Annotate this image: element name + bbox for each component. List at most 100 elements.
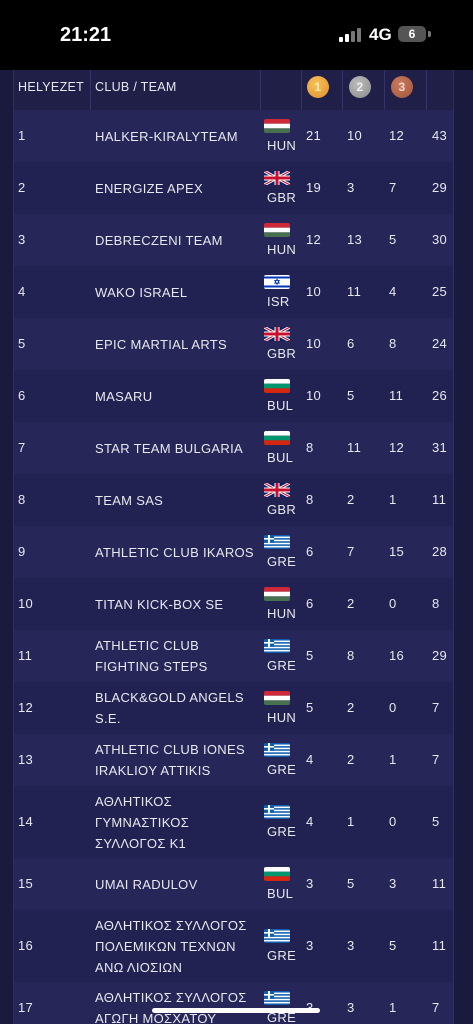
row-total-count: 29 [432,648,448,663]
team-name-line: ΑΘΛΗΤΙΚΟΣ ΣΥΛΛΟΓΟΣ [95,917,247,933]
row-team-name[interactable]: BLACK&GOLD ANGELS S.E. [95,687,260,729]
hun-flag-icon [264,587,290,601]
bronze-medal-icon[interactable]: 3 [391,76,413,98]
row-country-code: GBR [267,346,297,361]
row-team-name[interactable]: ΑΘΛΗΤΙΚΟΣ ΣΥΛΛΟΓΟΣ ΑΓΩΓΗ ΜΟΣΧΑΤΟΥ [95,987,260,1024]
row-gold-count: 4 [306,814,314,829]
row-total-count: 43 [432,128,448,143]
row-bronze-count: 0 [389,700,397,715]
home-indicator[interactable] [152,1008,320,1013]
row-position: 2 [18,180,26,195]
table-row[interactable]: 1 HALKER-KIRALYTEAM HUN 21 10 12 43 [14,110,453,163]
row-gold-count: 12 [306,232,322,247]
row-position: 3 [18,232,26,247]
team-name-line: MASARU [95,388,153,404]
table-row[interactable]: 9 ATHLETIC CLUB IKAROS GRE 6 7 15 28 [14,526,453,579]
row-total-count: 7 [432,700,440,715]
table-row[interactable]: 2 ENERGIZE APEX GBR 19 3 7 29 [14,162,453,215]
table-row[interactable]: 16 ΑΘΛΗΤΙΚΟΣ ΣΥΛΛΟΓΟΣ ΠΟΛΕΜΙΚΩΝ ΤΕΧΝΩΝ ΑΝΩ … [14,910,453,983]
row-country-code: GRE [267,824,297,839]
row-country-code: HUN [267,606,297,621]
row-team-name[interactable]: TITAN KICK-BOX SE [95,594,260,615]
table-row[interactable]: 10 TITAN KICK-BOX SE HUN 6 2 0 8 [14,578,453,631]
header-divider [301,70,302,110]
battery-icon: 6 [398,26,426,42]
row-gold-count: 3 [306,876,314,891]
table-row[interactable]: 15 UMAI RADULOV BUL 3 5 3 11 [14,858,453,911]
row-gold-count: 6 [306,596,314,611]
row-country-code: GRE [267,948,297,963]
table-row[interactable]: 4 WAKO ISRAEL ISR 10 11 4 25 [14,266,453,319]
row-total-count: 24 [432,336,448,351]
row-team-name[interactable]: EPIC MARTIAL ARTS [95,334,260,355]
table-row[interactable]: 8 TEAM SAS GBR 8 2 1 11 [14,474,453,527]
row-team-name[interactable]: DEBRECZENI TEAM [95,230,260,251]
table-header: HELYEZET CLUB / TEAM 1 2 3 [14,70,453,111]
row-team-name[interactable]: WAKO ISRAEL [95,282,260,303]
row-silver-count: 2 [347,596,355,611]
table-row[interactable]: 6 MASARU BUL 10 5 11 26 [14,370,453,423]
gre-flag-icon [264,805,290,819]
row-team-name[interactable]: STAR TEAM BULGARIA [95,438,260,459]
row-silver-count: 6 [347,336,355,351]
row-team-name[interactable]: HALKER-KIRALYTEAM [95,126,260,147]
gbr-flag-icon [264,171,290,185]
row-team-name[interactable]: TEAM SAS [95,490,260,511]
row-team-name[interactable]: ATHLETIC CLUB IKAROS [95,542,260,563]
row-country-code: GBR [267,502,297,517]
hun-flag-icon [264,119,290,133]
row-gold-count: 3 [306,1000,314,1015]
table-row[interactable]: 11 ATHLETIC CLUB FIGHTING STEPS GRE 5 8 16 29 [14,630,453,683]
gold-medal-icon[interactable]: 1 [307,76,329,98]
header-divider [260,70,261,110]
header-team: CLUB / TEAM [95,80,177,94]
row-gold-count: 4 [306,752,314,767]
row-country-code: BUL [267,886,294,901]
team-name-line: TITAN KICK-BOX SE [95,596,224,612]
row-position: 7 [18,440,26,455]
table-row[interactable]: 5 EPIC MARTIAL ARTS GBR 10 6 8 24 [14,318,453,371]
team-name-line: ΣΥΛΛΟΓΟΣ Κ1 [95,835,187,851]
table-row[interactable]: 13 ATHLETIC CLUB IONES IRAKLIOY ATTIKIS GRE… [14,734,453,787]
medal-table[interactable]: HELYEZET CLUB / TEAM 1 2 3 1 HALKER-KIRAL… [13,70,454,1024]
row-team-name[interactable]: MASARU [95,386,260,407]
row-country-code: GRE [267,762,297,777]
row-bronze-count: 8 [389,336,397,351]
battery-tip-icon [428,31,431,37]
row-total-count: 8 [432,596,440,611]
row-position: 10 [18,596,34,611]
row-bronze-count: 15 [389,544,405,559]
row-silver-count: 5 [347,388,355,403]
row-team-name[interactable]: ΑΘΛΗΤΙΚΟΣ ΣΥΛΛΟΓΟΣ ΠΟΛΕΜΙΚΩΝ ΤΕΧΝΩΝ ΑΝΩ ΛΙ… [95,915,260,978]
table-row[interactable]: 14 ΑΘΛΗΤΙΚΟΣ ΓΥΜΝΑΣΤΙΚΟΣ ΣΥΛΛΟΓΟΣ Κ1 GRE 4 1 0 5 [14,786,453,859]
row-team-name[interactable]: ENERGIZE APEX [95,178,260,199]
row-position: 15 [18,876,34,891]
team-name-line: IRAKLIOY ATTIKIS [95,763,211,778]
row-team-name[interactable]: ATHLETIC CLUB IONES IRAKLIOY ATTIKIS [95,739,260,781]
header-divider [342,70,343,110]
status-bar: 21:21 4G 6 [0,0,473,70]
row-total-count: 31 [432,440,448,455]
row-position: 4 [18,284,26,299]
row-silver-count: 10 [347,128,363,143]
row-team-name[interactable]: ΑΘΛΗΤΙΚΟΣ ΓΥΜΝΑΣΤΙΚΟΣ ΣΥΛΛΟΓΟΣ Κ1 [95,791,260,854]
team-name-line: BLACK&GOLD ANGELS [95,690,244,705]
row-gold-count: 10 [306,336,322,351]
team-name-line: ATHLETIC CLUB IONES [95,742,245,757]
row-team-name[interactable]: ATHLETIC CLUB FIGHTING STEPS [95,635,260,677]
row-position: 11 [18,648,33,663]
table-row[interactable]: 3 DEBRECZENI TEAM HUN 12 13 5 30 [14,214,453,267]
row-bronze-count: 0 [389,814,397,829]
row-total-count: 29 [432,180,448,195]
table-row[interactable]: 12 BLACK&GOLD ANGELS S.E. HUN 5 2 0 7 [14,682,453,735]
header-divider [426,70,427,110]
row-silver-count: 11 [347,440,362,455]
gre-flag-icon [264,743,290,757]
table-row[interactable]: 7 STAR TEAM BULGARIA BUL 8 11 12 31 [14,422,453,475]
row-position: 9 [18,544,26,559]
row-position: 13 [18,752,34,767]
row-silver-count: 7 [347,544,355,559]
silver-medal-icon[interactable]: 2 [349,76,371,98]
row-team-name[interactable]: UMAI RADULOV [95,874,260,895]
